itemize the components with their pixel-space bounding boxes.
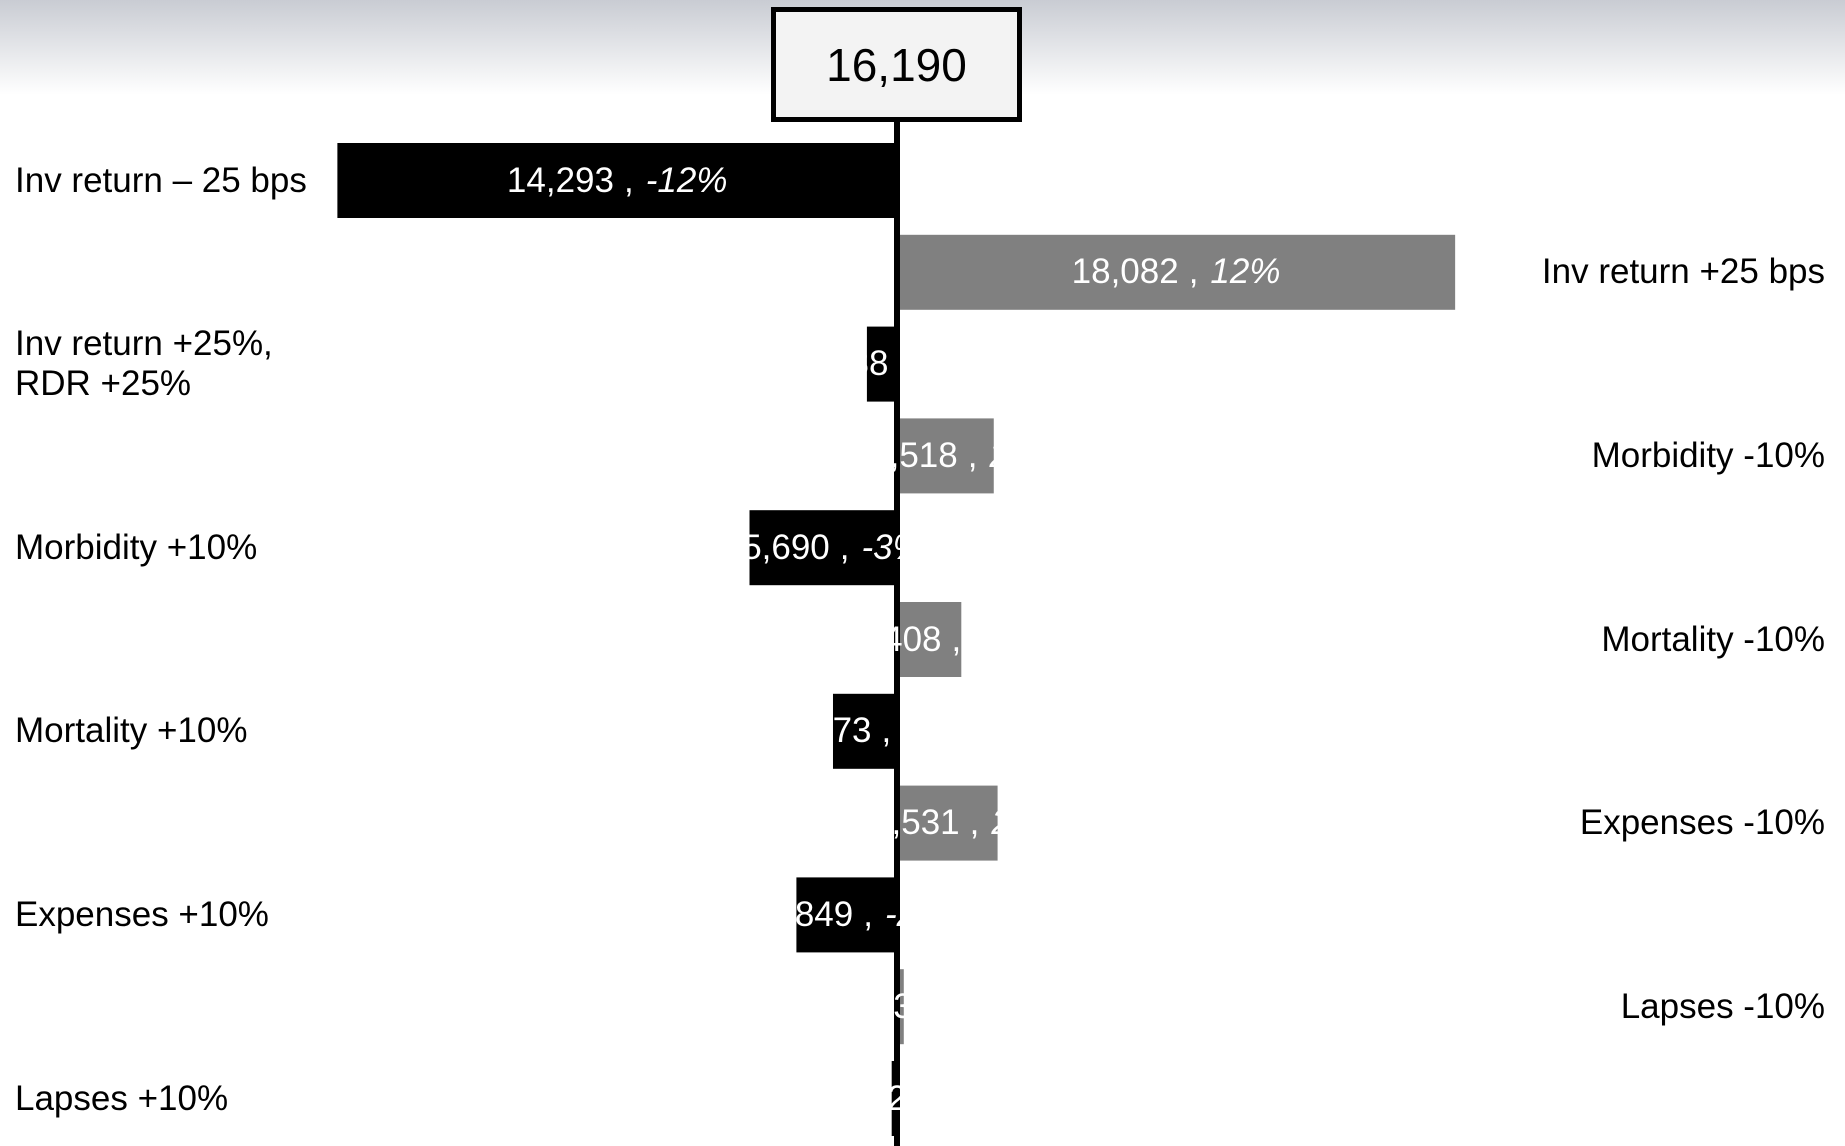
- value-label: 16,531: [852, 803, 960, 843]
- bar: [897, 969, 904, 1045]
- change-label: 2%: [991, 803, 1042, 843]
- data-label: 15,690, -3%: [723, 528, 924, 568]
- change-label: -3%: [861, 527, 924, 567]
- data-label: 16,408, 1%: [834, 620, 1023, 660]
- category-label: Morbidity +10%: [15, 527, 258, 567]
- category-label: Inv return – 25 bps: [15, 160, 307, 200]
- change-label: -2%: [884, 894, 948, 934]
- change-label: 1%: [973, 619, 1024, 659]
- value-label: 16,518: [850, 435, 958, 475]
- category-label: Inv return +25 bps: [1541, 252, 1825, 292]
- data-label: 16,088, -1%: [781, 344, 982, 384]
- separator: ,: [839, 527, 850, 567]
- category-label: Lapses +10%: [15, 1078, 229, 1118]
- data-label: 15,849, -2%: [746, 895, 947, 935]
- base-label: 16,190: [826, 38, 967, 91]
- separator: ,: [1188, 252, 1199, 292]
- value-label: 15,849: [746, 894, 854, 934]
- bar: [897, 234, 1456, 310]
- category-label: Mortality +10%: [15, 711, 248, 751]
- separator: ,: [922, 986, 933, 1026]
- change-label: 2%: [989, 435, 1041, 475]
- bar: [796, 877, 897, 953]
- bar: [897, 785, 998, 861]
- value-label: 14,293: [506, 160, 614, 200]
- bar: [897, 418, 994, 494]
- value-label: 15,973: [764, 711, 872, 751]
- separator: ,: [951, 619, 962, 659]
- change-label: 0%: [944, 986, 996, 1026]
- data-label: 18,082, 12%: [1072, 252, 1281, 292]
- bar: [832, 693, 897, 769]
- data-label: 16,172, 0%: [800, 1079, 989, 1119]
- category-label: Morbidity -10%: [1591, 435, 1825, 475]
- category-label: Expenses -10%: [1579, 802, 1825, 842]
- category-label: Mortality -10%: [1601, 619, 1825, 659]
- separator: ,: [969, 803, 980, 843]
- data-label: 16,531, 2%: [853, 803, 1042, 843]
- separator: ,: [863, 894, 873, 934]
- value-label: 18,082: [1071, 252, 1179, 292]
- value-label: 16,172: [799, 1078, 907, 1118]
- category-label: Expenses +10%: [15, 894, 269, 934]
- bar: [337, 143, 897, 218]
- bar: [866, 326, 897, 402]
- change-label: -1%: [903, 711, 966, 751]
- base-box: 16,190: [771, 7, 1022, 122]
- bar: [749, 510, 897, 586]
- change-label: -1%: [920, 344, 983, 384]
- change-label: -12%: [645, 160, 728, 200]
- value-label: 16,408: [834, 619, 942, 659]
- separator: ,: [881, 711, 892, 751]
- separator: ,: [623, 160, 634, 200]
- value-label: 15,690: [722, 527, 830, 567]
- data-label: 16,518, 2%: [851, 436, 1040, 476]
- data-label: 16,213, 0%: [806, 987, 995, 1027]
- change-label: 12%: [1210, 252, 1281, 292]
- change-label: 0%: [938, 1078, 990, 1118]
- separator: ,: [967, 435, 978, 475]
- bar: [897, 602, 962, 677]
- category-label: Inv return +25%, RDR +25%: [15, 323, 273, 404]
- data-label: 14,293, -12%: [507, 161, 728, 201]
- value-label: 16,088: [781, 344, 889, 384]
- separator: ,: [916, 1078, 927, 1118]
- data-label: 15,973, -1%: [764, 711, 965, 751]
- separator: ,: [898, 344, 909, 384]
- value-label: 16,213: [805, 986, 913, 1026]
- category-label: Lapses -10%: [1620, 986, 1825, 1026]
